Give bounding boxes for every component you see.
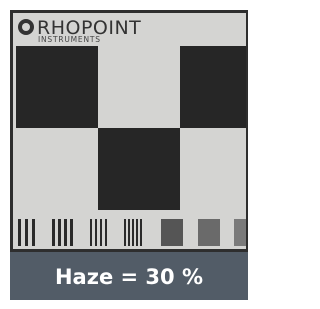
- bar: [90, 219, 92, 246]
- logo-icon-inner: [22, 23, 30, 31]
- page: RHOPOINT INSTRUMENTS Haze = 30 %: [0, 0, 254, 309]
- bar: [124, 219, 126, 246]
- bar-patterns: [18, 219, 246, 246]
- bar: [64, 219, 67, 246]
- bar: [100, 219, 102, 246]
- bar: [32, 219, 35, 246]
- bar: [70, 219, 73, 246]
- bar: [105, 219, 107, 246]
- bar: [25, 219, 28, 246]
- square: [180, 46, 246, 128]
- square: [98, 128, 180, 210]
- bar: [128, 219, 130, 246]
- bar: [140, 219, 142, 246]
- fine-bars: [234, 219, 246, 246]
- bar: [95, 219, 97, 246]
- bar: [58, 219, 61, 246]
- logo-subtitle: INSTRUMENTS: [38, 35, 101, 44]
- square: [16, 46, 98, 128]
- bar: [136, 219, 138, 246]
- bar: [18, 219, 21, 246]
- fine-bars: [161, 219, 183, 246]
- caption: Haze = 30 %: [55, 265, 203, 289]
- fine-bars: [198, 219, 220, 246]
- bar: [132, 219, 134, 246]
- bar: [52, 219, 55, 246]
- test-chart-photo: RHOPOINT INSTRUMENTS: [10, 10, 248, 252]
